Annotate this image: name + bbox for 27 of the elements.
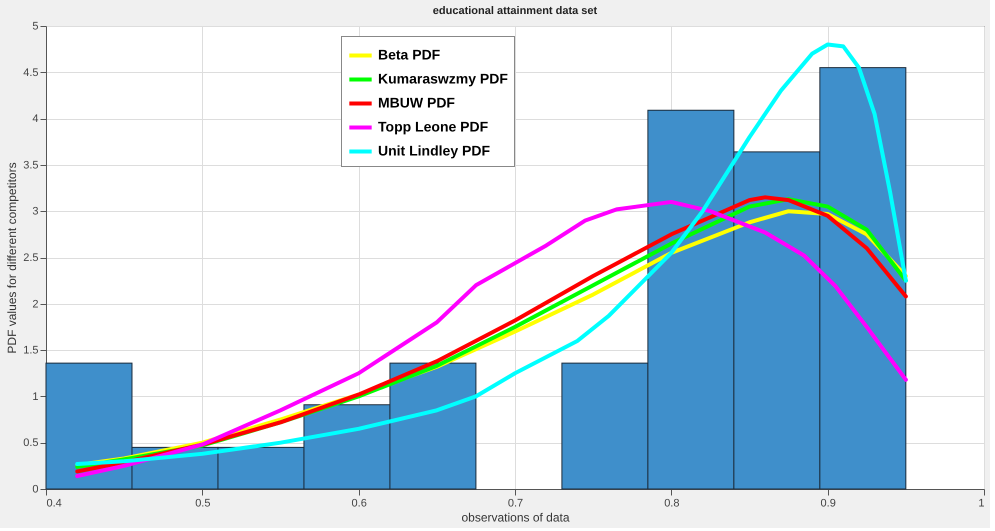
x-tick-label: 0.7 — [508, 498, 524, 510]
line-series — [75, 42, 908, 466]
y-tick-label: 2 — [32, 298, 38, 310]
y-tick-label: 4 — [32, 113, 38, 126]
x-axis-title: observations of data — [461, 510, 570, 524]
y-tick-label: 0 — [32, 484, 38, 496]
x-tick-label: 0.4 — [46, 498, 62, 510]
y-tick-label: 5 — [32, 20, 38, 32]
x-tick-label: 0.8 — [664, 498, 680, 510]
y-tick-label: 0.5 — [23, 437, 38, 450]
y-tick-label: 1 — [32, 390, 38, 403]
y-tick-label: 4.5 — [23, 66, 38, 79]
x-tick-label: 1 — [978, 498, 984, 510]
y-tick-label: 3.5 — [23, 159, 38, 172]
y-tick-label: 1.5 — [23, 344, 38, 357]
chart-title: educational attainment data set — [432, 5, 598, 17]
x-tick-label: 0.5 — [195, 498, 210, 510]
legend-label: Unit Lindley PDF — [378, 142, 490, 158]
legend-label: Beta PDF — [378, 46, 441, 62]
y-axis-title: PDF values for different competitors — [5, 162, 20, 354]
legend-label: Kumaraswzmy PDF — [378, 70, 508, 86]
x-tick-label: 0.6 — [352, 498, 367, 510]
y-tick-label: 2.5 — [23, 252, 38, 264]
y-tick-label: 3 — [32, 206, 38, 218]
legend-label: MBUW PDF — [378, 94, 456, 110]
legend-label: Topp Leone PDF — [378, 118, 489, 134]
x-tick-label: 0.9 — [820, 498, 836, 510]
